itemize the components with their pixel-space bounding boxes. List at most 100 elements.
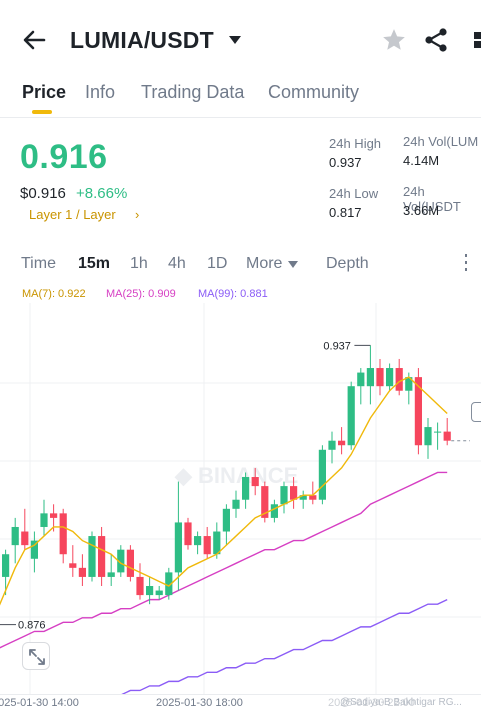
candle-body [126,549,134,577]
candle-body [30,540,38,559]
candle-body [194,536,202,546]
ma25-line [0,471,448,649]
candle-body [318,449,326,500]
high-value: 0.937 [329,155,362,170]
candle-body [405,377,413,391]
candle-body [136,576,144,596]
vol-quote-value: 3.66M [403,203,440,218]
candle-body [213,531,221,555]
candle-body [98,536,106,577]
price-usd: $0.916 [20,185,66,202]
min-price-label: 0.876 [18,620,46,632]
interval-depth[interactable]: Depth [326,255,369,272]
candle-body [395,368,403,391]
candle-body [146,586,154,596]
candle-body [280,486,288,505]
candle-body [386,368,394,387]
category-tag[interactable]: Layer 1 / Layer [29,207,116,222]
pair-title[interactable]: LUMIA/USDT [70,27,214,53]
candle-body [88,536,96,577]
candle-body [50,513,58,518]
candle-body [347,386,355,446]
ma99-label: MA(99): 0.881 [198,288,268,300]
candle-body [222,508,230,532]
settings-dots-icon[interactable] [465,254,467,272]
candle-body [309,495,317,500]
candle-body [242,477,250,500]
candle-body [1,554,10,577]
candle-body [21,531,29,546]
candlestick-chart[interactable]: ◆ BINANCE 0.937 0.876 [0,303,481,695]
tab-active-indicator [32,110,52,114]
divider [0,117,481,118]
back-arrow-icon[interactable] [20,26,48,54]
ma7-line [0,376,448,606]
candle-body [78,567,86,577]
candle-body [290,486,298,500]
candle-body [366,368,374,387]
vol-quote-label: 24h Vol(USDT [403,184,461,214]
candle-body [443,431,451,441]
candle-body [203,536,211,555]
time-axis: 2025-01-30 14:00 2025-01-30 18:00 2025-0… [0,695,481,718]
tab-trading-data[interactable]: Trading Data [141,82,245,102]
candle-body [11,526,19,546]
time-label: 2025-01-30 22:00 [328,697,415,709]
candle-body [414,377,422,446]
interval-4h[interactable]: 4h [168,255,186,272]
binance-watermark: ◆ BINANCE [174,463,298,488]
candle-body [232,499,240,509]
candle-body [376,368,384,387]
interval-1d[interactable]: 1D [207,255,228,272]
candle-body [165,572,173,596]
caret-down-icon[interactable] [228,33,242,47]
tab-info[interactable]: Info [85,82,116,102]
expand-chart-button[interactable] [22,642,50,670]
ma25-label: MA(25): 0.909 [106,288,176,300]
candle-body [251,477,259,487]
ma99-line [99,599,448,695]
candle-body [424,427,432,446]
grid-menu-icon[interactable] [470,30,481,50]
candle-body [434,431,442,433]
candle-body [357,372,365,387]
time-label: 2025-01-30 18:00 [156,697,243,709]
ma7-label: MA(7): 0.922 [22,288,86,300]
candle-body [107,572,115,577]
high-label: 24h High [329,136,382,151]
candle-body [40,513,48,527]
interval-more[interactable]: More [246,255,283,272]
candle-body [174,522,182,573]
candle-body [338,440,346,446]
caret-down-icon[interactable] [288,261,298,269]
star-icon[interactable] [381,27,407,53]
section-tabs: Price Info Trading Data Community [0,78,481,118]
candle-body [155,590,163,596]
vol-base-label: 24h Vol(LUM [403,134,479,149]
tab-community[interactable]: Community [268,82,360,102]
last-price: 0.916 [20,138,108,176]
price-change: +8.66% [76,185,128,202]
candle-body [261,486,269,518]
candle-body [184,522,192,546]
candle-body [69,563,77,568]
candle-body [59,513,67,555]
expand-icon [29,649,45,665]
share-icon[interactable] [424,27,448,53]
interval-15m[interactable]: 15m [78,255,111,272]
interval-1h[interactable]: 1h [130,255,148,272]
interval-bar: Time 15m 1h 4h 1D More Depth [0,252,481,278]
vol-base-value: 4.14M [403,153,440,168]
candle-body [299,495,307,500]
candle-body [270,504,278,518]
watermark-text: @Sadiya-B Bakhtigar RG... [340,697,462,708]
low-value: 0.817 [329,205,362,220]
interval-time[interactable]: Time [21,255,56,272]
candle-body [117,549,125,573]
max-price-label: 0.937 [323,340,351,352]
chevron-right-icon[interactable]: › [135,207,140,222]
header-bar: LUMIA/USDT [0,0,481,80]
candle-body [328,440,336,450]
tab-price[interactable]: Price [22,82,67,102]
last-price-marker [471,402,481,422]
